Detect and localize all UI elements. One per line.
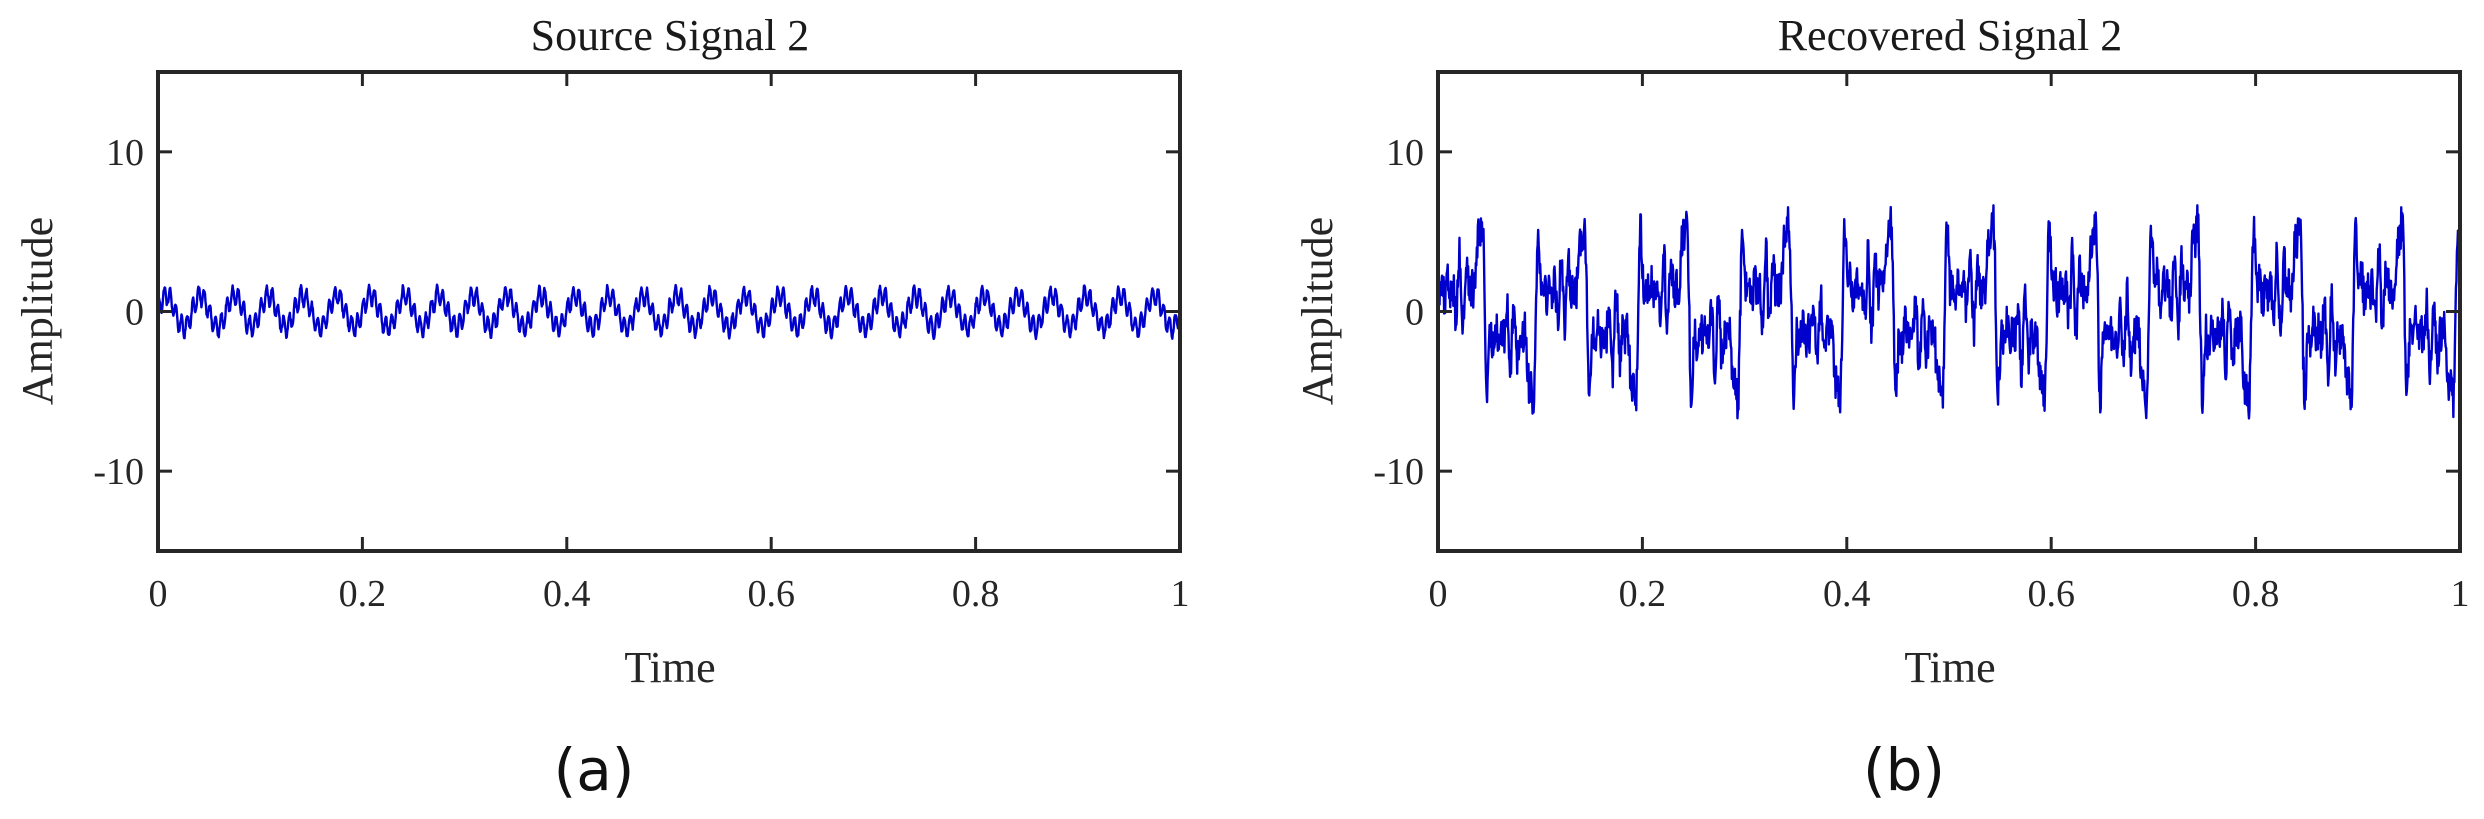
chart-panel-b: Recovered Signal 2 0 0.2 0.4 0.6 0.8 1-10010 … [1293,11,2470,804]
y-tick-label: 0 [1405,292,1424,334]
plot-area [156,283,1182,341]
series-line [156,283,1182,341]
axes-frame [1436,70,2462,553]
x-tick-label: 0.2 [339,573,387,615]
chart-panel-a: Source Signal 2 0 0.2 0.4 0.6 0.8 1 -10 0 10 Tim… [13,11,1190,804]
x-tick-label: 0.4 [543,573,591,615]
x-tick-label: 0.2 [1619,573,1667,615]
x-tick-label: 1 [2451,573,2470,615]
y-axis-label: Amplitude [13,217,62,405]
y-tick-label: -10 [93,451,144,493]
plot-area [1436,204,2462,420]
panel-label: (b) [1863,736,1945,804]
y-tick-label: 10 [106,132,144,174]
x-tick-label: 0.6 [2027,573,2075,615]
axis-ticks: 0 0.2 0.4 0.6 0.8 1 -10 0 10 [93,72,1190,615]
axis-ticks: 0 0.2 0.4 0.6 0.8 1 -10 0 10 [1373,72,2470,615]
x-tick-label: 0.8 [2232,573,2280,615]
x-tick-label: 0 [149,573,168,615]
chart-title: Source Signal 2 [531,11,810,60]
x-tick-label: 0 [1429,573,1448,615]
chart-title: Recovered Signal 2 [1778,11,2123,60]
x-tick-label: 0.4 [1823,573,1871,615]
panel-label: (a) [554,736,635,804]
series-line [1436,204,2462,420]
x-tick-label: 0.6 [747,573,795,615]
y-tick-label: 10 [1386,132,1424,174]
y-tick-label: -10 [1373,451,1424,493]
x-tick-label: 0.8 [952,573,1000,615]
y-axis-label: Amplitude [1293,217,1342,405]
x-tick-label: 1 [1171,573,1190,615]
y-tick-label: 0 [125,292,144,334]
x-axis-label: Time [624,643,715,692]
x-axis-label: Time [1904,643,1995,692]
